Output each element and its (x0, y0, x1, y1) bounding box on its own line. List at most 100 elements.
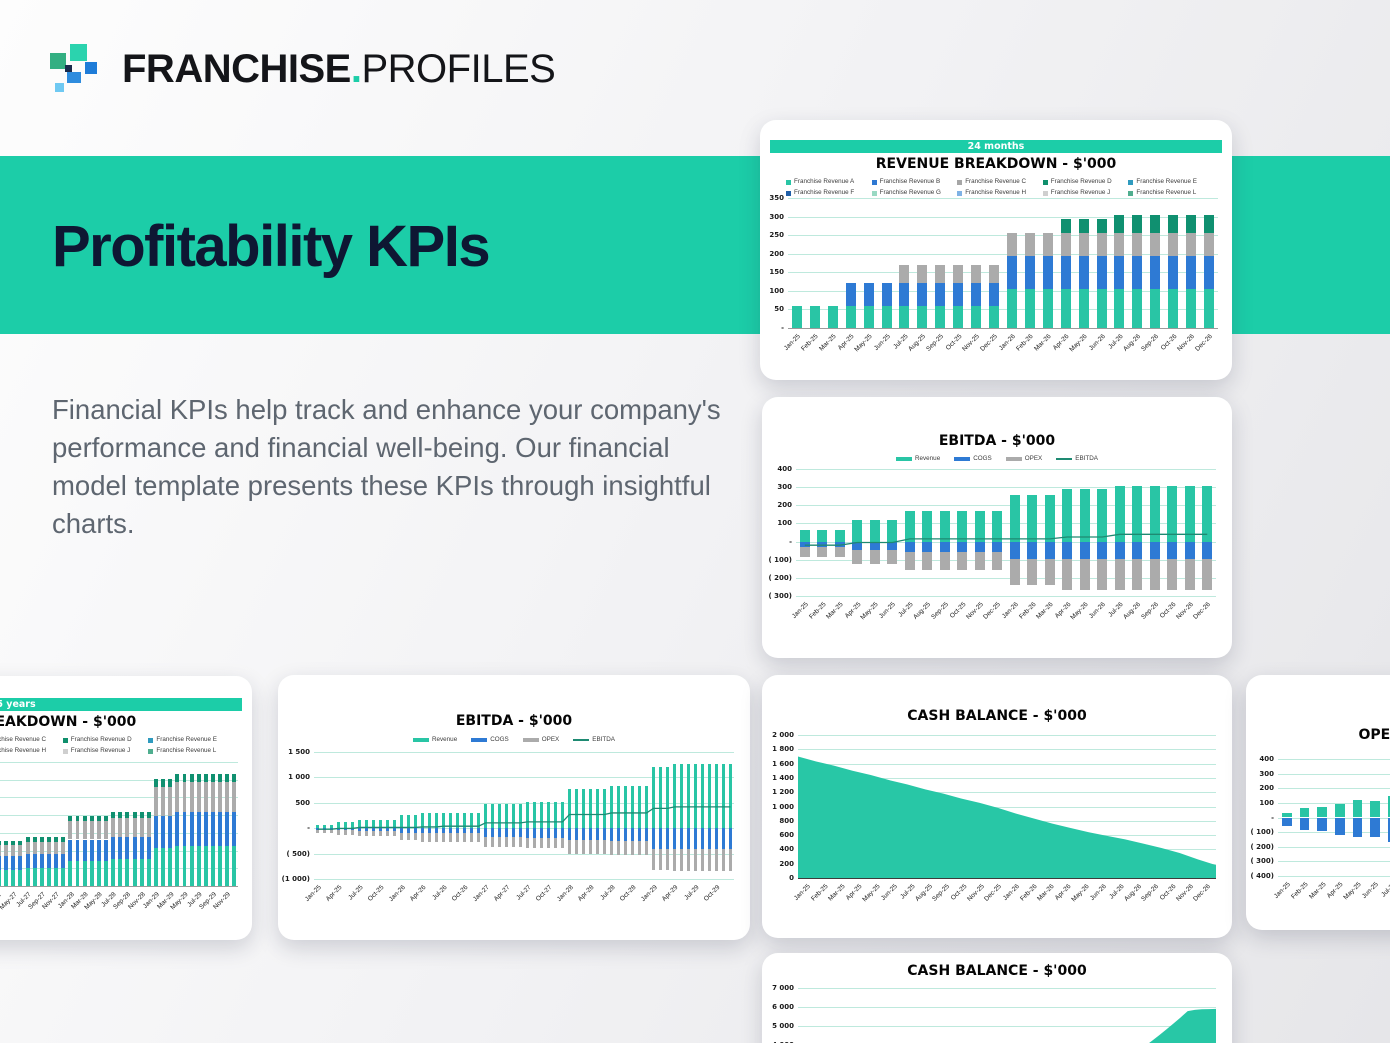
chart-plot: 350 300 250 200 150 100 50- (769, 194, 1218, 332)
chart-x-axis: Jan-25 Apr-25 Jul-25 Oct-25 Jan-26 Apr-26 Jul-… (303, 884, 722, 904)
legend-label: Revenue (914, 455, 941, 462)
legend-label: Franchise Revenue L (156, 747, 217, 754)
legend-item: Franchise Revenue C (0, 735, 63, 745)
legend-item: Franchise Revenue H (0, 746, 63, 756)
legend-swatch (1128, 190, 1134, 196)
legend-swatch (62, 748, 68, 754)
legend-item: OPEX (1005, 454, 1043, 464)
chart-legend: Revenue COGS OPEX EBITDA (762, 454, 1232, 464)
chart-x-axis: Jan-25Mar-25May-25Jul-25Sep-25Nov-25Jan-… (0, 891, 233, 912)
legend-label: Franchise Revenue G (879, 189, 941, 196)
logo-brand-light: PROFILES (361, 46, 556, 91)
legend-item: Revenue (412, 735, 458, 745)
chart-card-cash-balance-24m: CASH BALANCE - $'000 2 000 1 800 1 600 1 40… (762, 675, 1232, 938)
chart-x-axis: Jan-25 Feb-25 Mar-25 Apr-25 May-25 Jun-25 Jul-… (1272, 881, 1390, 902)
chart-card-ebitda-24m: EBITDA - $'000 Revenue COGS OPEX EBITDA 400… (762, 397, 1232, 658)
legend-label: OPEX (1024, 455, 1043, 462)
chart-plot (0, 762, 238, 887)
legend-label: EBITDA (592, 736, 615, 743)
legend-swatch (786, 190, 791, 196)
legend-item: Franchise Revenue J (62, 746, 149, 756)
chart-card-ebitda-5y: EBITDA - $'000 Revenue COGS OPEX EBITDA 1 5… (278, 675, 750, 940)
period-badge-5-years: 5 years (0, 698, 242, 711)
legend-swatch (957, 179, 963, 185)
legend-swatch (1005, 457, 1022, 461)
legend-item: Franchise Revenue F (786, 188, 872, 198)
legend-item: EBITDA (573, 735, 615, 745)
legend-swatch (957, 190, 963, 196)
legend-label: Franchise Revenue C (965, 178, 1027, 185)
chart-legend: Revenue COGS OPEX EBITDA (278, 735, 750, 745)
legend-item: Franchise Revenue E (1128, 177, 1214, 187)
legend-item: Franchise Revenue J (1042, 188, 1129, 198)
legend-label: Franchise Revenue J (1050, 189, 1111, 196)
chart-title: EBITDA - $'000 (455, 713, 573, 729)
chart-plot: 1 500 1 000 500-( 500) (1 000) (282, 748, 734, 883)
legend-swatch (148, 748, 154, 754)
logo-square-navy (65, 65, 72, 72)
chart-x-axis: Jan-25 Feb-25 Mar-25 Apr-25 May-25 Jun-25 Jul-… (790, 601, 1213, 622)
legend-label: Franchise Revenue E (1136, 178, 1197, 185)
legend-label: Franchise Revenue A (794, 178, 855, 185)
chart-plot: 400 300 200 100-( 100)( 200)( 300) (769, 465, 1216, 600)
period-badge-24-months: 24 months (770, 140, 1222, 153)
logo-square-lightblue (55, 83, 64, 92)
legend-label: EBITDA (1075, 455, 1098, 462)
legend-swatch (1042, 179, 1048, 185)
legend-label: COGS (490, 736, 509, 743)
legend-label: OPEX (541, 736, 560, 743)
logo: FRANCHISE.PROFILES (50, 44, 556, 94)
legend-item: Franchise Revenue E (148, 735, 234, 745)
legend-item: Franchise Revenue A (786, 177, 872, 187)
legend-label: Revenue (431, 736, 458, 743)
chart-title: REVENUE BREAKDOWN - $'000 (875, 156, 1117, 172)
legend-label: Franchise Revenue B (879, 178, 941, 185)
chart-legend: Franchise Revenue A Franchise Revenue B Fr… (786, 177, 1214, 198)
legend-swatch (954, 457, 971, 461)
legend-swatch (62, 737, 68, 743)
legend-swatch (871, 190, 877, 196)
legend-item: OPEX (522, 735, 560, 745)
chart-title: CASH BALANCE - $'000 (907, 963, 1087, 979)
legend-item: COGS (471, 735, 509, 745)
legend-swatch (786, 179, 791, 185)
legend-swatch (1128, 179, 1134, 185)
logo-mark-icon (50, 44, 100, 94)
logo-brand-bold: FRANCHISE (122, 46, 351, 91)
chart-card-revenue-breakdown-24m: 24 months REVENUE BREAKDOWN - $'000 Fran… (760, 120, 1232, 380)
legend-label: COGS (973, 455, 992, 462)
legend-item: Franchise Revenue B (871, 177, 958, 187)
legend-label: Franchise Revenue J (70, 747, 131, 754)
legend-label: Franchise Revenue L (1136, 189, 1197, 196)
legend-item: Franchise Revenue H (957, 188, 1043, 198)
chart-card-revenue-breakdown-5y: 5 years REVENUE BREAKDOWN - $'000 Franch… (0, 676, 252, 940)
chart-x-axis: Jan-25 Feb-25 Mar-25 Apr-25 May-25 Jun-25 Jul-… (782, 333, 1214, 354)
legend-label: Franchise Revenue H (965, 189, 1027, 196)
chart-plot: 2 000 1 800 1 600 1 400 1 200 1 000 800 600 400 2… (772, 731, 1216, 882)
chart-title: CASH BALANCE - $'000 (907, 708, 1087, 724)
logo-square-green (50, 53, 66, 69)
logo-square-teal (70, 44, 87, 61)
legend-item: Revenue (895, 454, 941, 464)
legend-swatch (471, 738, 488, 742)
legend-label: Franchise Revenue F (794, 189, 855, 196)
chart-card-operating-cash-flow: OPERATING CASH FLOW - $'000 400300200100… (1246, 675, 1390, 930)
chart-plot: 400 300 200 100-( 100)( 200)( 300)( 400) (1251, 755, 1390, 880)
logo-wordmark: FRANCHISE.PROFILES (122, 46, 556, 92)
legend-swatch (895, 457, 912, 461)
legend-item: Franchise Revenue D (62, 735, 149, 745)
legend-item: Franchise Revenue L (148, 746, 234, 756)
legend-swatch (148, 737, 154, 743)
legend-item: Franchise Revenue C (957, 177, 1043, 187)
page-title: Profitability KPIs (52, 214, 491, 279)
logo-brand-dot: . (350, 46, 362, 91)
legend-label: Franchise Revenue D (1050, 178, 1112, 185)
chart-title: OPERATING CASH FLOW - $'000 (1358, 727, 1390, 743)
legend-swatch (1056, 458, 1073, 460)
legend-item: Franchise Revenue L (1128, 188, 1214, 198)
legend-label: Franchise Revenue C (0, 736, 47, 743)
